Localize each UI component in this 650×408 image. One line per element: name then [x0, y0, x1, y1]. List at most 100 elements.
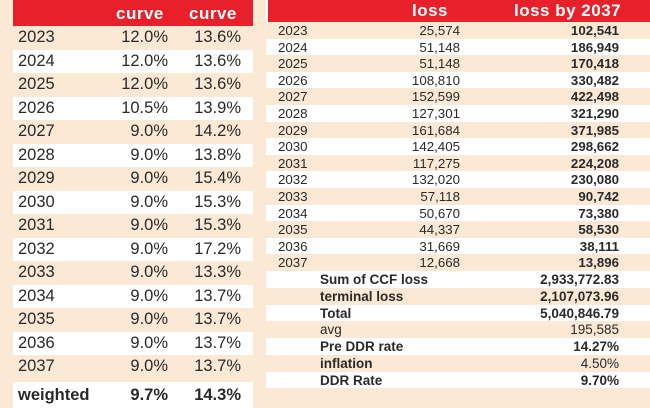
curve-a-cell: 9.0%: [130, 263, 168, 281]
cumulative-loss-cell: 371,985: [570, 122, 619, 138]
cumulative-loss-cell: 230,080: [570, 172, 619, 188]
loss-table-row: 2034 50,670 73,380: [266, 204, 650, 222]
curve-b-cell: 13.3%: [194, 263, 241, 281]
header-loss-by-2037: loss by 2037: [514, 1, 622, 20]
cumulative-loss-cell: 224,208: [570, 155, 619, 171]
summary-label: terminal loss: [320, 288, 404, 304]
curve-b-cell: 13.7%: [194, 357, 241, 375]
summary-value: 5,040,846.79: [540, 305, 619, 321]
year-cell: 2031: [278, 155, 308, 171]
loss-table-row: 2027 152,599 422,498: [266, 88, 650, 105]
loss-table-row: 2030 142,405 298,662: [266, 138, 650, 155]
curve-table-row: 2026 10.5% 13.9%: [13, 96, 253, 120]
loss-table-row: 2023 25,574 102,541: [266, 22, 650, 39]
year-cell: 2027: [18, 122, 55, 140]
curve-b-cell: 13.6%: [194, 51, 241, 70]
year-cell: 2025: [278, 56, 308, 72]
cumulative-loss-cell: 330,482: [570, 72, 619, 88]
curve-table-row: 2034 9.0% 13.7%: [13, 284, 253, 308]
curve-b-cell: 15.3%: [194, 216, 241, 234]
curve-b-cell: 14.2%: [194, 122, 241, 140]
summary-label: Total: [320, 305, 352, 321]
cumulative-loss-cell: 170,418: [570, 56, 619, 72]
summary-value: 9.70%: [580, 372, 619, 388]
year-cell: 2036: [278, 238, 308, 254]
weighted-row: weighted 9.7% 14.3%: [13, 381, 253, 408]
curve-table-row: 2031 9.0% 15.3%: [13, 214, 253, 238]
loss-cell: 51,148: [419, 39, 460, 55]
loss-cell: 127,301: [411, 105, 460, 121]
loss-cell: 108,810: [411, 72, 460, 88]
year-cell: 2037: [278, 255, 308, 271]
cumulative-loss-cell: 13,896: [578, 255, 619, 271]
summary-row: avg 195,585: [266, 321, 650, 338]
curve-a-cell: 12.0%: [121, 75, 168, 93]
curve-b-cell: 15.3%: [194, 192, 241, 211]
year-cell: 2034: [18, 286, 55, 305]
curve-table-row: 2029 9.0% 15.4%: [13, 167, 253, 191]
year-cell: 2023: [18, 28, 55, 46]
year-cell: 2032: [278, 172, 308, 188]
year-cell: 2033: [18, 263, 55, 281]
summary-value: 2,107,073.96: [540, 288, 619, 304]
curve-table-row: 2024 12.0% 13.6%: [13, 49, 253, 73]
loss-table-header: loss loss by 2037: [266, 0, 650, 22]
year-cell: 2026: [18, 98, 55, 117]
summary-value: 2,933,772.83: [540, 271, 619, 287]
loss-table-row: 2036 31,669 38,111: [266, 237, 650, 255]
year-cell: 2035: [278, 222, 308, 238]
summary-row: Sum of CCF loss 2,933,772.83: [266, 270, 650, 288]
curve-a-cell: 9.0%: [130, 239, 168, 258]
curve-table-row: 2025 12.0% 13.6%: [13, 73, 253, 97]
curve-table-header: curve curve: [13, 0, 253, 26]
year-cell: 2029: [18, 169, 55, 187]
summary-row: inflation 4.50%: [266, 355, 650, 372]
weighted-label: weighted: [18, 385, 90, 404]
summary-label: DDR Rate: [320, 372, 383, 388]
loss-cell: 44,337: [419, 222, 460, 238]
year-cell: 2029: [278, 122, 308, 138]
summary-value: 4.50%: [580, 355, 619, 371]
loss-cell: 142,405: [411, 139, 460, 155]
curve-b-cell: 13.7%: [194, 286, 241, 305]
curve-b-cell: 13.6%: [194, 28, 241, 46]
year-cell: 2032: [18, 239, 55, 258]
curve-table-row: 2035 9.0% 13.7%: [13, 308, 253, 332]
summary-label: avg: [320, 322, 342, 338]
loss-cell: 152,599: [411, 89, 460, 105]
loss-cell: 50,670: [419, 205, 460, 221]
curve-table-row: 2032 9.0% 17.2%: [13, 237, 253, 261]
loss-table-row: 2037 12,668 13,896: [266, 254, 650, 271]
curve-b-cell: 13.6%: [194, 75, 241, 93]
cumulative-loss-cell: 38,111: [579, 238, 619, 254]
cumulative-loss-cell: 102,541: [570, 23, 619, 38]
loss-table-row: 2025 51,148 170,418: [266, 55, 650, 72]
loss-cell: 117,275: [412, 155, 460, 171]
year-cell: 2024: [278, 39, 308, 55]
curve-table: curve curve 2023 12.0% 13.6% 2024 12.0% 13.6%…: [13, 0, 253, 408]
curve-a-cell: 9.0%: [130, 310, 168, 328]
curve-b-cell: 13.9%: [194, 98, 241, 117]
header-curve-b: curve: [189, 4, 237, 23]
curve-a-cell: 9.0%: [130, 357, 168, 375]
curve-b-cell: 13.7%: [194, 333, 241, 352]
curve-table-row: 2023 12.0% 13.6%: [13, 26, 253, 50]
curve-a-cell: 12.0%: [121, 28, 168, 46]
cumulative-loss-cell: 73,380: [578, 205, 619, 221]
cumulative-loss-cell: 321,290: [570, 105, 619, 121]
curve-table-row: 2037 9.0% 13.7%: [13, 355, 253, 379]
loss-cell: 161,684: [411, 122, 460, 138]
curve-table-row: 2036 9.0% 13.7%: [13, 331, 253, 355]
loss-cell: 31,669: [419, 238, 460, 254]
year-cell: 2028: [18, 145, 55, 164]
curve-a-cell: 9.0%: [130, 169, 168, 187]
year-cell: 2031: [18, 216, 55, 234]
year-cell: 2034: [278, 205, 308, 221]
year-cell: 2030: [18, 192, 55, 211]
year-cell: 2024: [18, 51, 55, 70]
summary-row: DDR Rate 9.70%: [266, 371, 650, 389]
year-cell: 2025: [18, 75, 55, 93]
loss-table-row: 2032 132,020 230,080: [266, 171, 650, 188]
curve-a-cell: 12.0%: [121, 51, 168, 70]
summary-label: Sum of CCF loss: [320, 271, 429, 287]
